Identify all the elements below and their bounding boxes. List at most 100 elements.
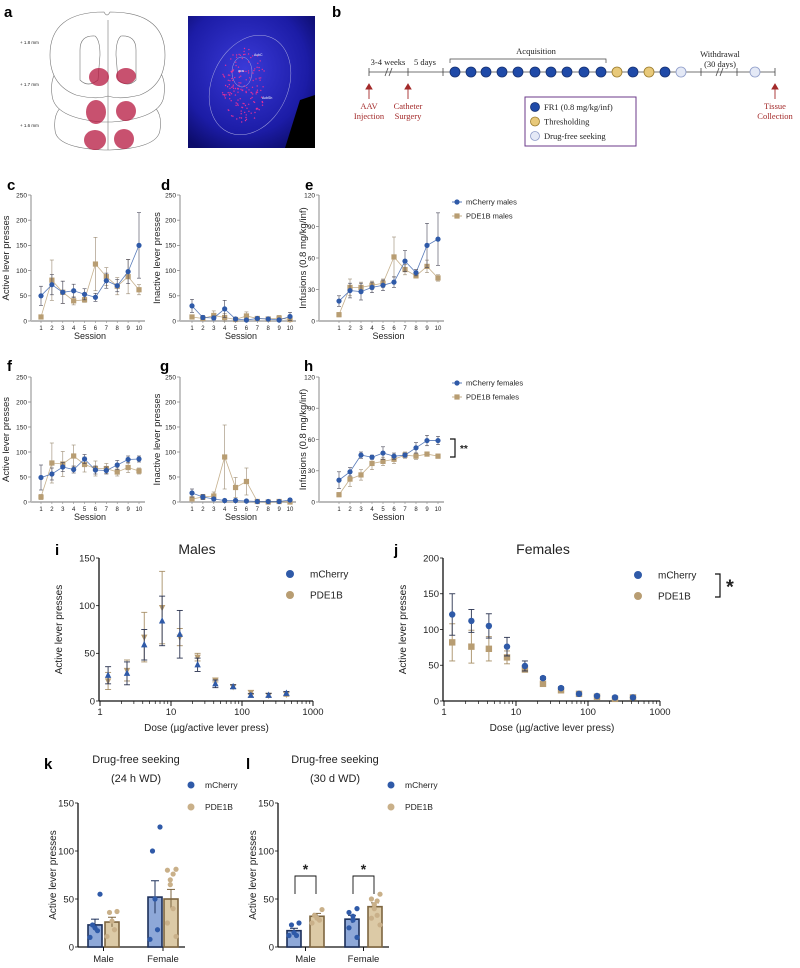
data-point (413, 270, 419, 276)
y-tick-label: 100 (165, 449, 176, 456)
data-point (413, 453, 419, 459)
labeled-cell (261, 100, 263, 103)
data-point (265, 691, 272, 698)
labeled-cell (221, 92, 224, 94)
chart-panel-c: c 0 50 100 150 200 250 Active lever presses 1 2 3 4… (1, 177, 145, 341)
data-point (189, 496, 195, 502)
legend-label: PDE1B males (466, 212, 513, 221)
series-line (338, 440, 438, 481)
individual-point (319, 906, 325, 913)
y-tick-label: 100 (165, 268, 176, 275)
labeled-cell (251, 86, 254, 89)
individual-point (354, 934, 360, 941)
series-0 (336, 212, 441, 307)
individual-point (167, 877, 173, 883)
series-line (191, 492, 291, 502)
individual-point (350, 917, 356, 923)
labeled-cell (245, 79, 247, 81)
legend-marker (454, 380, 460, 386)
micro-label: AcbC (254, 53, 263, 57)
data-point (424, 437, 430, 444)
x-tick-label: 10 (435, 507, 442, 513)
data-point (60, 464, 66, 470)
y-axis-label: Inactive lever presses (152, 393, 163, 485)
y-tick-label: 100 (79, 601, 95, 612)
panel-label: e (305, 177, 313, 194)
labeled-cell (247, 61, 250, 63)
data-point (369, 284, 375, 290)
chart-subtitle: (24 h WD) (111, 773, 161, 785)
data-point (402, 452, 408, 458)
legend-marker (286, 591, 294, 599)
data-point (71, 453, 77, 459)
y-tick-label: 150 (16, 243, 27, 250)
chart-title: Females (516, 541, 570, 557)
x-tick-label: 1 (190, 326, 194, 332)
data-point (104, 671, 112, 678)
acquisition-label: Acquisition (516, 46, 556, 56)
labeled-cell (243, 70, 245, 72)
labeled-cell (238, 71, 240, 74)
timeline-legend: FR1 (0.8 mg/kg/inf) Thresholding Drug-free… (530, 102, 613, 141)
y-tick-label: 250 (165, 192, 176, 199)
event-label: AAV (360, 101, 378, 111)
labeled-cell (243, 103, 245, 105)
series-line (40, 458, 140, 478)
labeled-cell (258, 109, 260, 111)
labeled-cell (245, 116, 247, 119)
individual-point (157, 824, 163, 830)
legend-marker (454, 394, 460, 400)
x-tick-label: 1 (337, 507, 341, 513)
significance-marker: ** (460, 444, 468, 455)
labeled-cell (260, 77, 262, 79)
session-circle-fr1 (465, 66, 477, 78)
micro-label: AcbSh (262, 96, 272, 100)
labeled-cell (243, 85, 245, 87)
data-point (114, 283, 120, 289)
labeled-cell (255, 91, 258, 93)
series-line (40, 263, 140, 318)
individual-point (288, 922, 295, 928)
labeled-cell (240, 82, 242, 84)
y-tick-label: 100 (258, 846, 274, 857)
labeled-cell (228, 109, 230, 112)
session-circle-thresholding (643, 66, 655, 78)
series-line (40, 245, 140, 298)
legend-label: mCherry (658, 571, 696, 582)
labeled-cell (255, 107, 258, 110)
legend-marker (634, 592, 642, 600)
individual-point (346, 909, 352, 916)
individual-point (167, 882, 173, 888)
panel-label: d (161, 177, 170, 194)
data-point (265, 316, 271, 322)
x-tick-label: 7 (105, 507, 109, 513)
labeled-cell (246, 87, 248, 89)
panel-a: a + 1.8 mm + 1.7 mm + 1.6 mm AcbC aca Ac… (4, 4, 315, 151)
labeled-cell (260, 96, 263, 98)
session-circles (449, 66, 761, 78)
series-1 (449, 623, 637, 703)
labeled-cell (231, 77, 233, 80)
labeled-cell (252, 79, 254, 82)
x-tick-label: 2 (50, 507, 54, 513)
labeled-cell (232, 79, 234, 82)
labeled-cell (238, 82, 240, 84)
individual-point (286, 932, 292, 939)
labeled-cell (251, 96, 253, 99)
data-point (189, 490, 195, 496)
data-point (283, 689, 290, 696)
data-point (593, 692, 601, 700)
labeled-cell (254, 68, 256, 70)
data-point (229, 682, 237, 690)
chart-subtitle: (30 d WD) (310, 773, 360, 785)
x-axis-label: Session (372, 512, 404, 522)
x-tick-label: 4 (223, 507, 227, 513)
y-tick-label: 90 (308, 224, 316, 231)
labeled-cell (232, 84, 234, 86)
labeled-cell (227, 92, 229, 94)
y-tick-label: 200 (16, 399, 27, 406)
y-axis-label: Active lever presses (48, 830, 59, 919)
labeled-cell (245, 90, 247, 93)
labeled-cell (228, 83, 230, 86)
